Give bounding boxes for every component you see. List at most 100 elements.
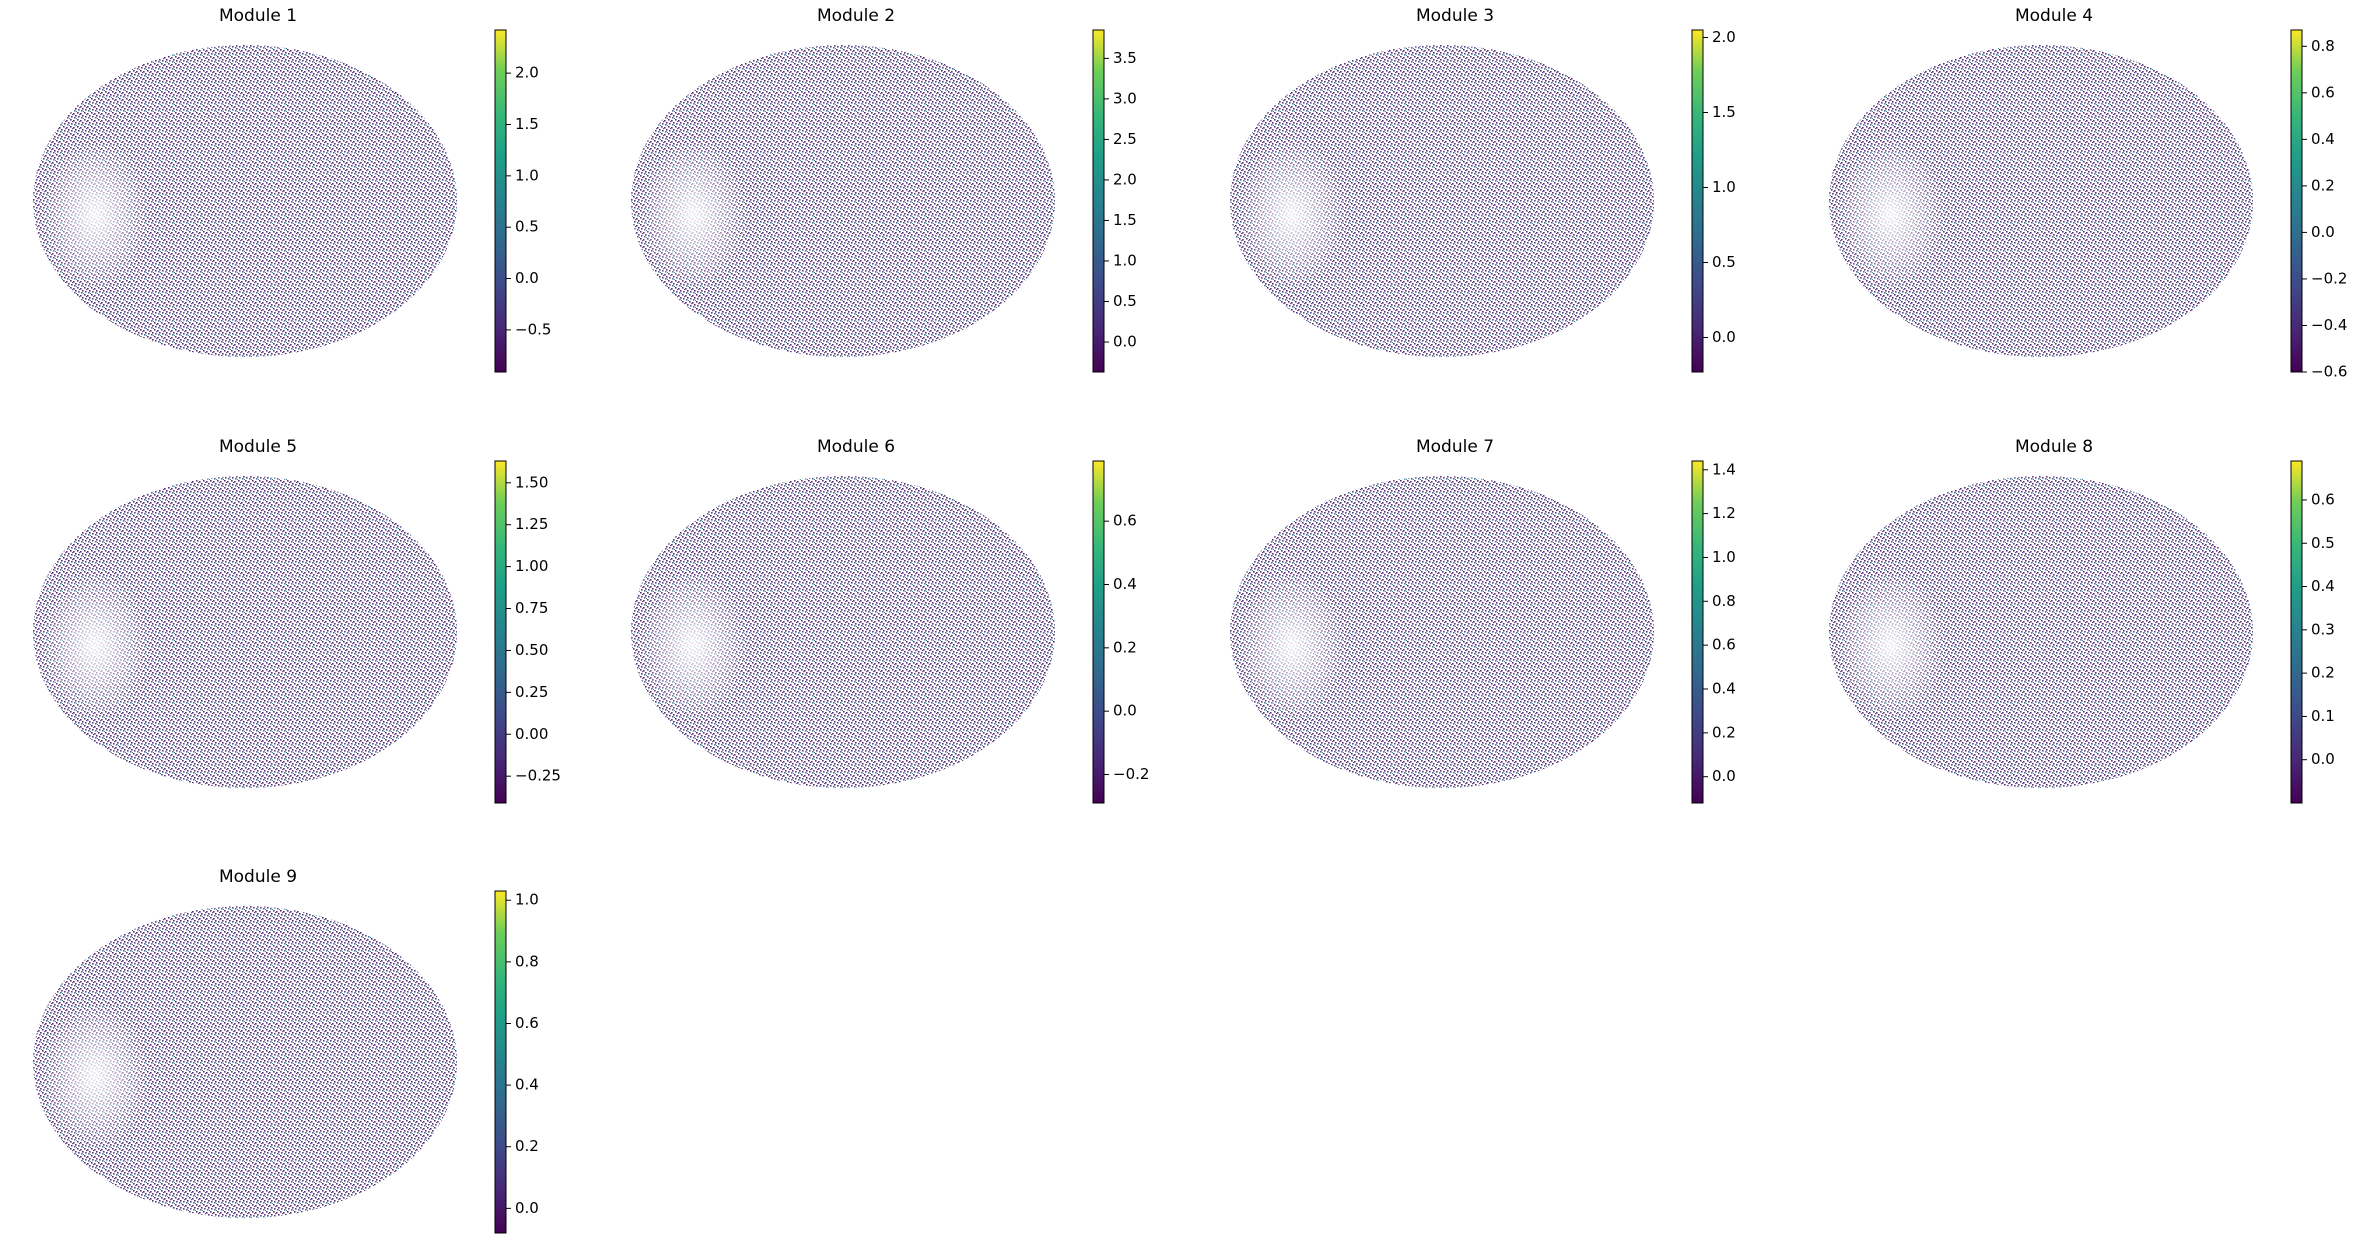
colorbar-tick-label: 3.5: [1113, 49, 1137, 67]
colorbar-tick-label: 0.0: [1113, 333, 1137, 351]
colorbar-tick-label: 0.2: [1712, 723, 1736, 741]
colorbar-tick-label: 0.6: [1113, 512, 1137, 530]
colorbar-tick-label: 0.2: [2311, 664, 2335, 682]
colorbar-tick-label: 1.0: [1712, 548, 1736, 566]
subplot-title: Module 4: [2015, 6, 2093, 26]
colorbar-tick-label: −0.2: [2311, 269, 2347, 287]
subplot-title: Module 9: [219, 867, 297, 887]
empty-region: [40, 1001, 150, 1151]
colorbar-tick-label: 0.6: [2311, 83, 2335, 101]
colorbar-tick-label: 1.0: [515, 166, 539, 184]
subplot-title: Module 5: [219, 437, 297, 457]
spot-cloud: [631, 45, 1055, 357]
colorbar-tick-label: 0.4: [2311, 577, 2335, 595]
spot-cloud: [631, 476, 1055, 788]
colorbar-tick-label: 0.0: [1712, 328, 1736, 346]
colorbar-tick-label: −0.5: [515, 320, 551, 338]
subplot: Module 7 0.0 0.2 0.4 0.6 0.8 1.0 1.2 1.4: [1230, 437, 1736, 804]
colorbar-tick-label: 0.5: [1712, 253, 1736, 271]
colorbar-tick-label: 1.5: [515, 115, 539, 133]
colorbar: [2290, 460, 2303, 804]
colorbar: [494, 890, 507, 1234]
colorbar-tick-label: 0.0: [1712, 767, 1736, 785]
subplot: Module 8 0.0 0.1 0.2 0.3 0.4 0.5 0.6: [1829, 437, 2335, 804]
colorbar-tick-label: 0.8: [1712, 592, 1736, 610]
colorbar-tick-label: 0.0: [2311, 223, 2335, 241]
colorbar-tick-label: 0.6: [515, 1014, 539, 1032]
colorbar-tick-label: 2.0: [1113, 170, 1137, 188]
subplot: Module 9 0.0 0.2 0.4 0.6 0.8 1.0: [33, 867, 539, 1234]
colorbar-tick-label: 2.5: [1113, 130, 1137, 148]
colorbar-tick-label: 0.6: [1712, 636, 1736, 654]
colorbar-tick-label: 1.4: [1712, 460, 1736, 478]
colorbar-tick-label: 1.5: [1712, 103, 1736, 121]
spot-cloud: [1230, 476, 1654, 788]
empty-region: [1237, 571, 1347, 721]
subplot: Module 1 −0.5 0.0 0.5 1.0 1.5 2.0: [33, 6, 551, 373]
colorbar-tick-label: 1.25: [515, 515, 548, 533]
subplot-title: Module 3: [1416, 6, 1494, 26]
colorbar-tick-label: 0.2: [2311, 176, 2335, 194]
empty-region: [1237, 140, 1347, 290]
colorbar: [2290, 29, 2303, 373]
colorbar-tick-label: −0.6: [2311, 363, 2347, 381]
spot-cloud: [33, 45, 457, 357]
spot-cloud: [33, 476, 457, 788]
subplot: Module 5 −0.25 0.00 0.25 0.50 0.75 1.00 1.25 1.5…: [33, 437, 561, 804]
colorbar-tick-label: 1.0: [515, 891, 539, 909]
colorbar-tick-label: 0.0: [515, 269, 539, 287]
empty-region: [40, 140, 150, 290]
colorbar-tick-label: 0.00: [515, 725, 548, 743]
empty-region: [1836, 571, 1946, 721]
colorbar: [1092, 29, 1105, 373]
empty-region: [638, 140, 748, 290]
colorbar-tick-label: 0.8: [515, 952, 539, 970]
colorbar-tick-label: 2.0: [515, 64, 539, 82]
colorbar-tick-label: 2.0: [1712, 28, 1736, 46]
subplot-title: Module 2: [817, 6, 895, 26]
subplot-title: Module 7: [1416, 437, 1494, 457]
colorbar-tick-label: 1.00: [515, 557, 548, 575]
colorbar-tick-label: 3.0: [1113, 89, 1137, 107]
colorbar: [1691, 460, 1704, 804]
colorbar: [494, 29, 507, 373]
subplot: Module 2 0.0 0.5 1.0 1.5 2.0 2.5 3.0 3.5: [631, 6, 1137, 373]
subplot-title: Module 8: [2015, 437, 2093, 457]
colorbar-tick-label: 0.1: [2311, 707, 2335, 725]
colorbar-tick-label: 0.8: [2311, 37, 2335, 55]
colorbar-tick-label: 0.5: [515, 218, 539, 236]
colorbar-tick-label: 0.3: [2311, 620, 2335, 638]
colorbar: [1092, 460, 1105, 804]
colorbar-tick-label: 1.50: [515, 473, 548, 491]
colorbar-tick-label: 1.2: [1712, 504, 1736, 522]
spot-cloud: [1230, 45, 1654, 357]
colorbar-tick-label: 0.5: [1113, 292, 1137, 310]
colorbar-tick-label: 0.4: [1113, 575, 1137, 593]
colorbar-tick-label: 0.75: [515, 599, 548, 617]
colorbar-tick-label: 1.0: [1712, 178, 1736, 196]
subplot-title: Module 6: [817, 437, 895, 457]
colorbar: [494, 460, 507, 804]
colorbar-tick-label: 0.25: [515, 683, 548, 701]
colorbar-tick-label: 0.2: [515, 1137, 539, 1155]
spot-cloud: [1829, 45, 2253, 357]
colorbar-tick-label: 0.4: [515, 1076, 539, 1094]
colorbar-tick-label: 1.0: [1113, 251, 1137, 269]
colorbar-tick-label: 0.50: [515, 641, 548, 659]
colorbar-tick-label: −0.2: [1113, 765, 1149, 783]
colorbar-tick-label: 0.0: [515, 1199, 539, 1217]
colorbar: [1691, 29, 1704, 373]
empty-region: [638, 571, 748, 721]
colorbar-tick-label: 0.0: [1113, 702, 1137, 720]
colorbar-tick-label: 0.6: [2311, 490, 2335, 508]
colorbar-tick-label: 0.5: [2311, 534, 2335, 552]
colorbar-tick-label: 0.4: [1712, 680, 1736, 698]
subplot: Module 3 0.0 0.5 1.0 1.5 2.0: [1230, 6, 1736, 373]
colorbar-tick-label: 0.4: [2311, 130, 2335, 148]
colorbar-tick-label: 0.2: [1113, 638, 1137, 656]
colorbar-tick-label: 1.5: [1113, 211, 1137, 229]
subplot: Module 6 −0.2 0.0 0.2 0.4 0.6: [631, 437, 1149, 804]
empty-region: [1836, 140, 1946, 290]
subplot-title: Module 1: [219, 6, 297, 26]
